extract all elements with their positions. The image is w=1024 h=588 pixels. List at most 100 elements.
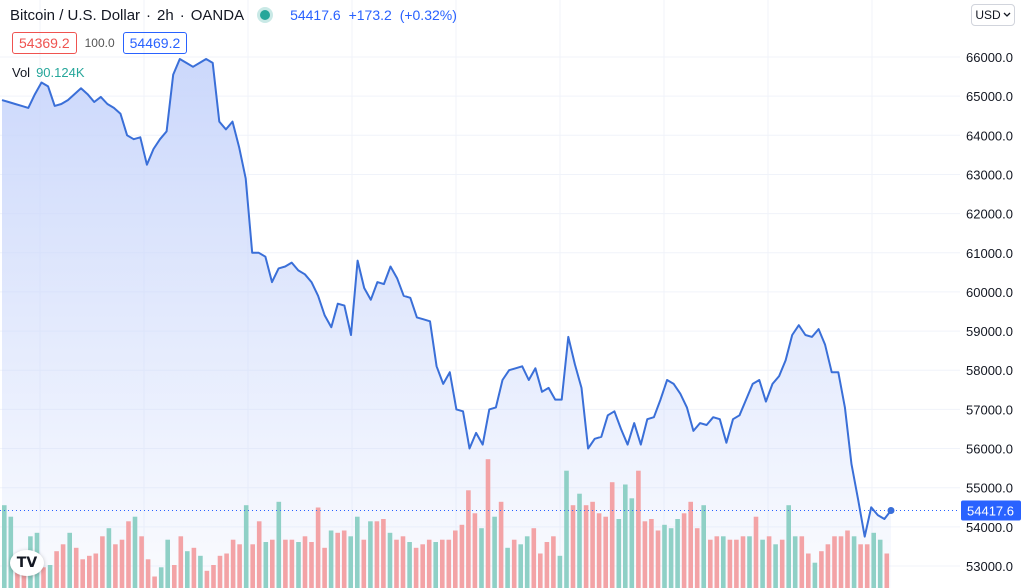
volume-bar [544,542,550,588]
volume-bar [636,470,641,588]
y-tick-label: 55000.0 [966,481,1013,496]
y-tick-label: 57000.0 [966,402,1013,417]
volume-bar [407,542,412,588]
volume-bar [668,528,674,588]
logo-text: TV [16,555,38,571]
volume-bar [734,539,739,588]
price-area [2,59,891,588]
volume-bar [243,505,249,588]
volume-bar [609,482,615,588]
last-price-badge-label: 54417.6 [967,503,1014,518]
volume-bar [838,536,844,588]
volume-bar [15,562,20,588]
volume-bar [551,536,556,588]
volume-bar [466,490,471,588]
volume-bar [681,513,687,588]
market-status-icon[interactable] [260,10,271,20]
y-tick-label: 56000.0 [966,442,1013,457]
volume-bar [492,516,497,588]
volume-bar [309,542,314,588]
chevron-down-icon [1003,12,1011,17]
volume-bar [688,501,693,588]
volume-bar [185,551,190,588]
volume-bar [479,528,484,588]
volume-bar [851,536,857,588]
volume-bar [100,536,105,588]
volume-bar [87,555,92,588]
volume-bar [747,536,752,588]
volume-bar [198,555,203,588]
volume-legend: Vol 90.124K [12,65,85,80]
volume-bar [413,547,419,588]
symbol-name[interactable]: Bitcoin / U.S. Dollar [10,6,141,24]
volume-bar [152,576,157,588]
volume-bar [394,539,399,588]
volume-bar [583,505,589,588]
volume-bar [315,507,321,588]
volume-bar [433,542,438,588]
quote: 54417.6 +173.2 (+0.32%) [290,7,461,23]
volume-bar [538,553,543,588]
price-change: +173.2 [348,7,392,23]
volume-bar [806,553,811,588]
volume-bar [60,544,66,588]
volume-bar [54,551,59,588]
volume-bar [453,530,458,588]
volume-bar [270,539,275,588]
buy-button[interactable]: 54469.2 [122,32,188,54]
volume-bar [819,551,824,588]
volume-bar [721,536,726,588]
volume-bar [701,505,706,588]
volume-bar [341,530,347,588]
volume-bar [459,524,465,588]
volume-bar [603,516,608,588]
volume-bar [511,539,517,588]
currency-selector[interactable]: USD [971,4,1015,26]
volume-bar [368,521,373,588]
volume-bar [158,567,164,588]
volume-bar [204,570,210,588]
volume-bar [590,501,595,588]
volume-bar [675,519,680,588]
spread-value: 100.0 [84,36,115,50]
volume-bar [524,536,530,588]
y-tick-label: 64000.0 [966,128,1013,143]
volume-bar [276,501,282,588]
volume-bar [753,516,759,588]
volume-bar [877,539,883,588]
volume-bar [485,459,491,588]
tradingview-logo[interactable]: TV [10,550,44,576]
y-tick-label: 65000.0 [966,89,1013,104]
volume-bar [694,528,700,588]
y-tick-label: 53000.0 [966,559,1013,574]
volume-bar [47,565,53,588]
volume-bar [649,519,654,588]
volume-bar [884,553,890,588]
volume-bar [662,524,667,588]
interval-label[interactable]: 2h [157,6,174,24]
volume-bar [642,521,648,588]
volume-bar [740,536,746,588]
volume-bar [629,498,635,588]
last-price: 54417.6 [290,7,341,23]
volume-bar [178,536,184,588]
volume-bar [41,567,46,588]
volume-bar [596,513,602,588]
volume-bar [616,519,622,588]
y-tick-label: 60000.0 [966,285,1013,300]
volume-bar [355,516,360,588]
last-price-badge [961,500,1021,521]
volume-bar [858,544,863,588]
volume-bar [132,516,138,588]
volume-bar [296,542,301,588]
volume-bar [256,521,262,588]
volume-bar [766,536,772,588]
volume-bar [531,528,537,588]
y-tick-label: 59000.0 [966,324,1013,339]
volume-bar [172,565,177,588]
sell-button[interactable]: 54369.2 [12,32,77,54]
volume-bar [440,539,445,588]
last-price-point [887,506,895,514]
price-change-pct: (+0.32%) [399,7,457,23]
